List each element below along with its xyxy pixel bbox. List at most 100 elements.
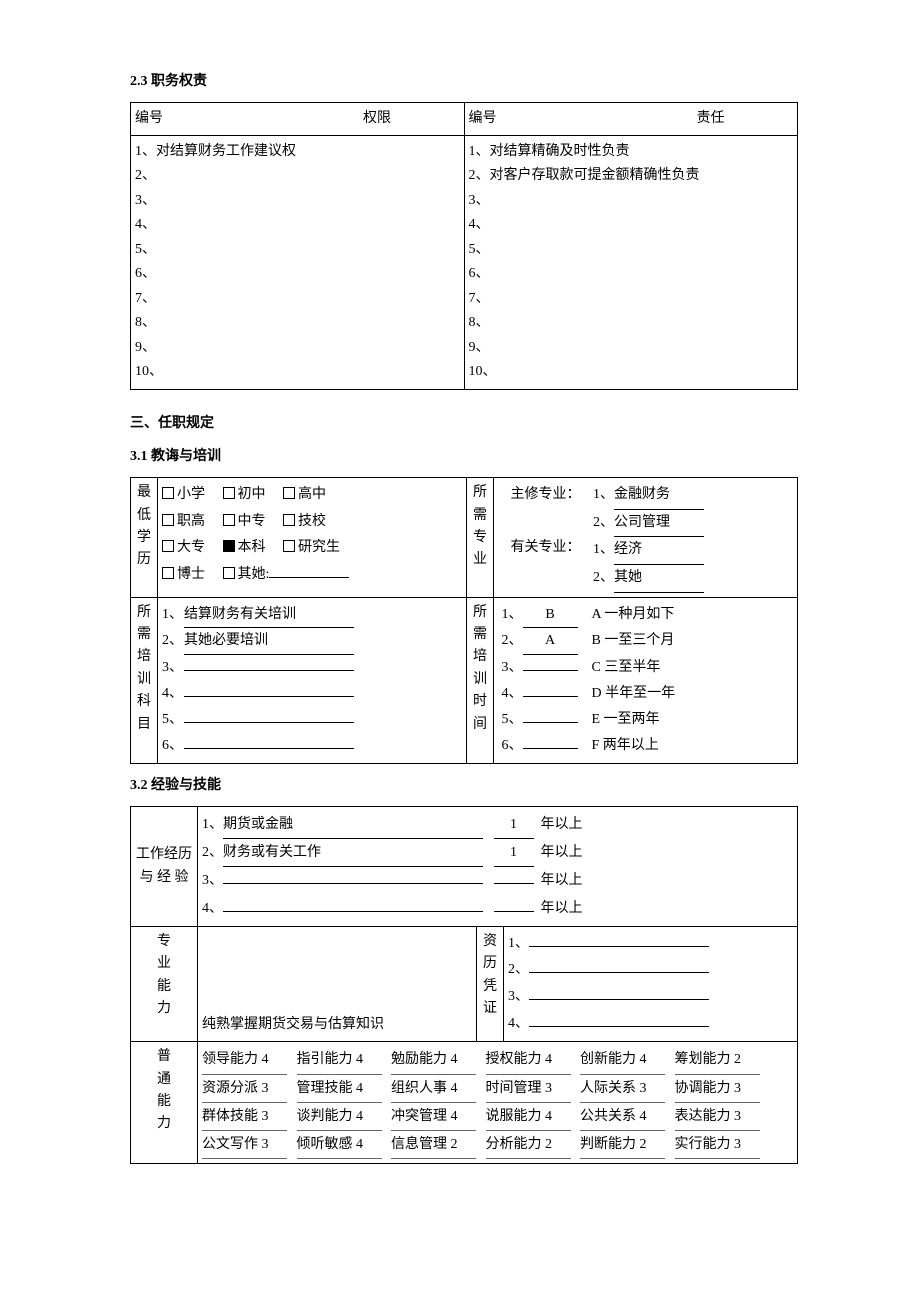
skill-row: 群体技能 3 谈判能力 4 冲突管理 4 说服能力 4 公共关系 4 表达能力 … [202,1103,793,1131]
exp-item: 1、期货或金融 1 年以上 [202,811,793,839]
auth-left-item: 6、 [135,262,460,287]
chk-label: 高中 [298,487,326,502]
skill-item: 资源分派 3 [202,1075,287,1103]
auth-left-item: 7、 [135,287,460,312]
work-exp-label: 工作经历与 经 验 [131,806,198,926]
checkbox-icon[interactable] [162,514,174,526]
checkbox-icon[interactable] [283,540,295,552]
cred-item: 3、 [508,984,793,1011]
skill-item: 表达能力 3 [675,1103,760,1131]
auth-right-item: 1、对结算精确及时性负责 [469,140,794,165]
training-subject-label: 所需培训科目 [131,597,158,763]
training-time-item: 1、B A 一种月如下 [498,602,793,629]
authority-table: 编号 权限 编号 责任 1、对结算财务工作建议权 2、 3、 4、 5、 6、 … [130,102,798,390]
auth-right-item: 10、 [469,360,794,385]
section-3-title: 三、任职规定 [130,412,800,436]
training-time-item: 4、 D 半年至一年 [498,681,793,707]
skill-item: 说服能力 4 [486,1103,571,1131]
auth-right-item: 9、 [469,336,794,361]
training-item: 3、 [162,655,462,681]
checkbox-icon[interactable] [223,514,235,526]
training-item: 1、结算财务有关培训 [162,602,462,629]
auth-right-item: 2、对客户存取款可提金额精确性负责 [469,164,794,189]
general-ability-label: 普通能力 [131,1042,198,1164]
skill-item: 谈判能力 4 [297,1103,382,1131]
cred-item: 4、 [508,1011,793,1038]
skill-item: 群体技能 3 [202,1103,287,1131]
prof-ability-text: 纯熟掌握期货交易与估算知识 [198,926,477,1041]
req-major-label: 所需专业 [467,478,494,597]
checkbox-icon[interactable] [162,540,174,552]
training-time-item: 6、 F 两年以上 [498,733,793,759]
skill-item: 指引能力 4 [297,1046,382,1074]
chk-label: 技校 [298,514,326,529]
chk-label: 初中 [238,487,266,502]
skill-item: 实行能力 3 [675,1131,760,1159]
training-time-label: 所需培训时间 [467,597,494,763]
auth-left-header-no: 编号 [135,107,163,131]
chk-label: 小学 [177,487,205,502]
checkbox-icon[interactable] [223,540,235,552]
related-value: 1、经济 [593,537,793,565]
auth-left-item: 1、对结算财务工作建议权 [135,140,460,165]
skill-item: 冲突管理 4 [391,1103,476,1131]
checkbox-icon[interactable] [223,567,235,579]
education-table: 最低学历 小学 初中 高中 职高 中专 技校 大专 本科 研究生 博士 [130,477,798,764]
auth-left-item: 3、 [135,189,460,214]
auth-right-header-no: 编号 [469,107,497,131]
auth-left-item: 9、 [135,336,460,361]
checkbox-icon[interactable] [283,487,295,499]
training-item: 5、 [162,707,462,733]
skill-row: 领导能力 4 指引能力 4 勉励能力 4 授权能力 4 创新能力 4 筹划能力 … [202,1046,793,1074]
skill-row: 资源分派 3 管理技能 4 组织人事 4 时间管理 3 人际关系 3 协调能力 … [202,1075,793,1103]
training-time-item: 5、 E 一至两年 [498,707,793,733]
exp-item: 4、 年以上 [202,895,793,922]
auth-right-item: 4、 [469,213,794,238]
auth-left-item: 8、 [135,311,460,336]
edu-row: 博士 其她: [162,562,462,589]
skill-item: 人际关系 3 [580,1075,665,1103]
cred-item: 1、 [508,931,793,958]
checkbox-icon[interactable] [162,487,174,499]
skill-item: 协调能力 3 [675,1075,760,1103]
auth-left-item: 4、 [135,213,460,238]
chk-label: 其她: [238,567,270,582]
credential-label: 资历凭证 [477,926,504,1041]
skill-item: 创新能力 4 [580,1046,665,1074]
exp-item: 2、财务或有关工作 1 年以上 [202,839,793,867]
major-label: 主修专业： [498,482,593,509]
auth-left-item: 5、 [135,238,460,263]
cred-item: 2、 [508,957,793,984]
auth-right-header: 编号 责任 [469,107,794,131]
edu-other-blank[interactable] [269,577,349,578]
skill-item: 管理技能 4 [297,1075,382,1103]
major-value: 1、金融财务 [593,482,793,510]
chk-label: 中专 [238,514,266,529]
auth-right-item: 7、 [469,287,794,312]
chk-label: 大专 [177,540,205,555]
auth-right-item: 5、 [469,238,794,263]
checkbox-icon[interactable] [223,487,235,499]
auth-right-header-title: 责任 [697,107,725,131]
auth-left-header-title: 权限 [363,107,391,131]
skill-item: 勉励能力 4 [391,1046,476,1074]
chk-label: 本科 [238,540,266,555]
training-item: 2、其她必要培训 [162,628,462,655]
auth-right-item: 3、 [469,189,794,214]
skill-item: 判断能力 2 [580,1131,665,1159]
skill-item: 公文写作 3 [202,1131,287,1159]
checkbox-icon[interactable] [283,514,295,526]
experience-table: 工作经历与 经 验 1、期货或金融 1 年以上 2、财务或有关工作 1 年以上 … [130,806,798,1165]
chk-label: 职高 [177,514,205,529]
training-item: 4、 [162,681,462,707]
skill-item: 倾听敏感 4 [297,1131,382,1159]
training-time-item: 2、A B 一至三个月 [498,628,793,655]
auth-left-header: 编号 权限 [135,107,460,131]
auth-left-item: 2、 [135,164,460,189]
skill-item: 公共关系 4 [580,1103,665,1131]
checkbox-icon[interactable] [162,567,174,579]
auth-right-item: 6、 [469,262,794,287]
exp-item: 3、 年以上 [202,867,793,894]
skill-item: 时间管理 3 [486,1075,571,1103]
min-edu-label: 最低学历 [131,478,158,597]
